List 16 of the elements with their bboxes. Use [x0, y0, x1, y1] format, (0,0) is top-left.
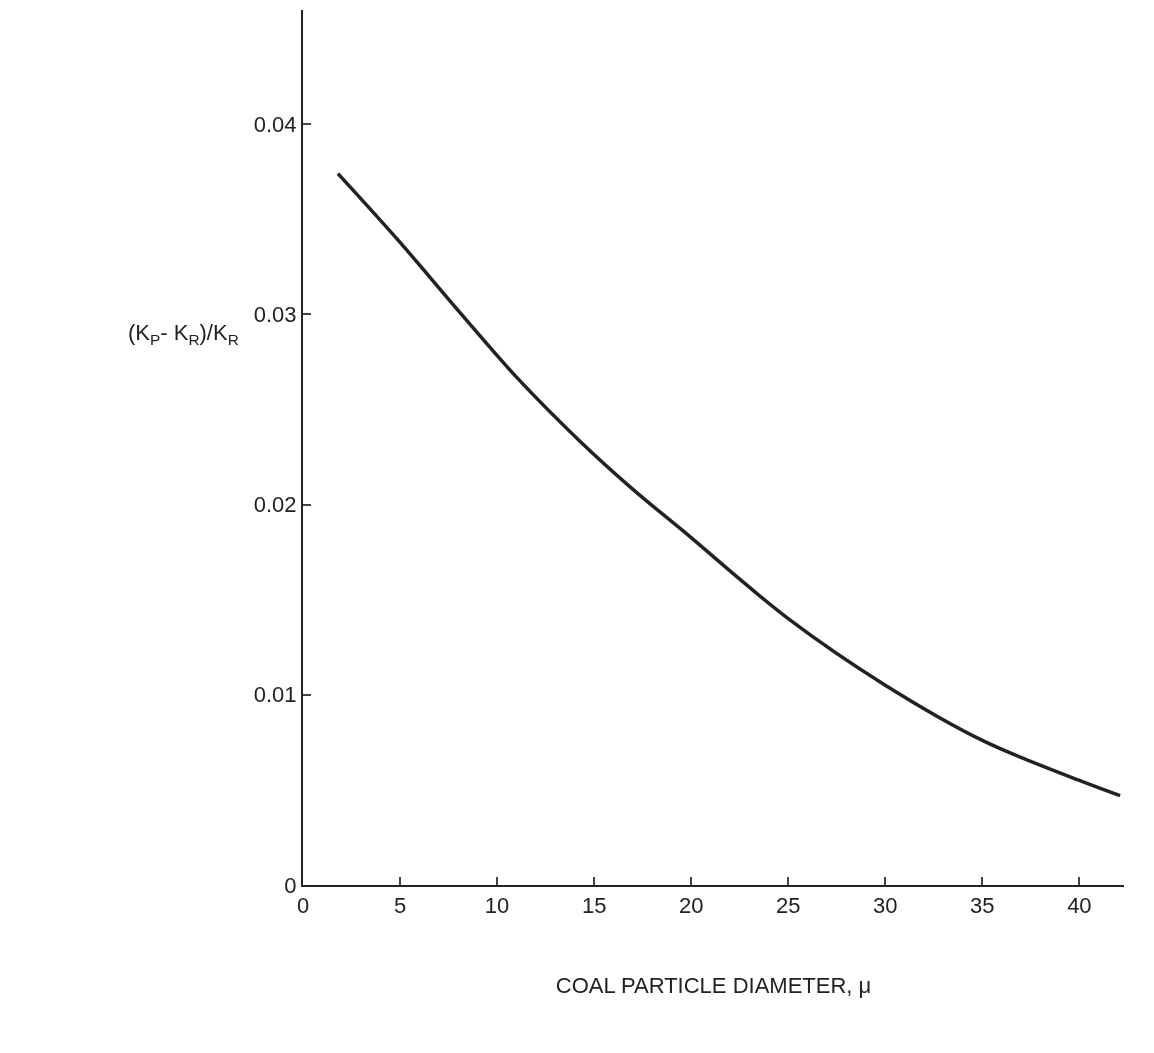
- x-tick-label: 15: [581, 893, 607, 919]
- y-tick-label: 0.02: [253, 492, 297, 518]
- x-axis-title: COAL PARTICLE DIAMETER, μ: [555, 972, 872, 998]
- y-axis-title: (K$_{P}$- K$_{R}$)/K$_{R}$: [128, 320, 239, 348]
- x-tick-label: 5: [393, 893, 407, 919]
- x-tick-label: 20: [678, 893, 704, 919]
- y-tick-label: 0.04: [253, 111, 297, 137]
- x-tick-label: 40: [1067, 893, 1092, 919]
- x-tick-label: 10: [484, 893, 510, 919]
- y-tick-label: 0: [284, 872, 297, 898]
- y-tick-label: 0.01: [253, 682, 297, 708]
- x-tick-label: 25: [775, 893, 801, 919]
- y-tick-label: 0.03: [253, 302, 297, 328]
- x-tick-label: 30: [873, 893, 898, 919]
- line-series: [336, 171, 1122, 798]
- x-tick-label: 35: [970, 893, 995, 919]
